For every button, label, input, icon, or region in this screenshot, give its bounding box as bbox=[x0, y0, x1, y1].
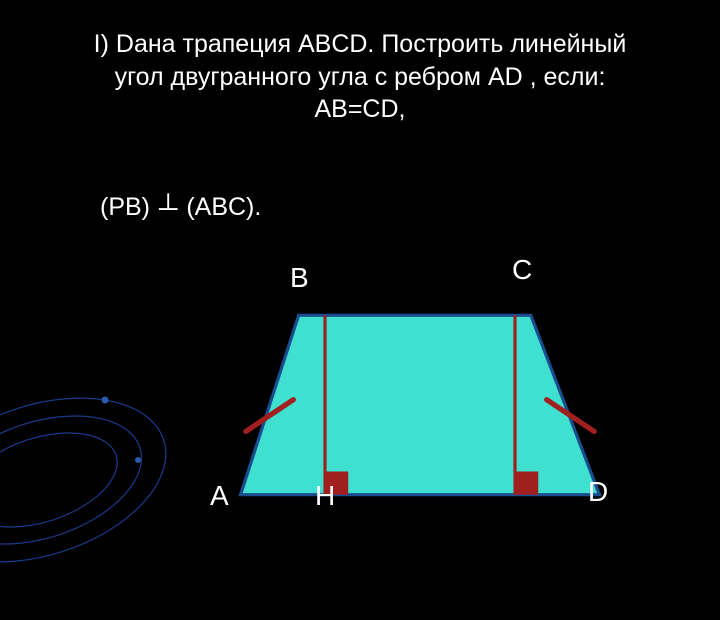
condition-post: (ABC). bbox=[186, 193, 261, 221]
trapezoid-svg bbox=[230, 280, 610, 530]
trapezoid-diagram: A B C D H bbox=[230, 280, 610, 530]
label-A: A bbox=[210, 480, 229, 512]
label-C: C bbox=[512, 254, 532, 286]
problem-statement: I) Dана трапеция ABCD. Построить линейны… bbox=[90, 28, 630, 126]
label-H: H bbox=[315, 480, 335, 512]
orbit-decoration bbox=[0, 340, 190, 620]
label-D: D bbox=[588, 476, 608, 508]
label-B: B bbox=[290, 262, 309, 294]
condition-pre: (PB) bbox=[100, 193, 150, 221]
perpendicular-symbol: ┴ bbox=[159, 193, 177, 224]
perpendicular-condition: (PB) ┴ (ABC). bbox=[100, 193, 261, 224]
